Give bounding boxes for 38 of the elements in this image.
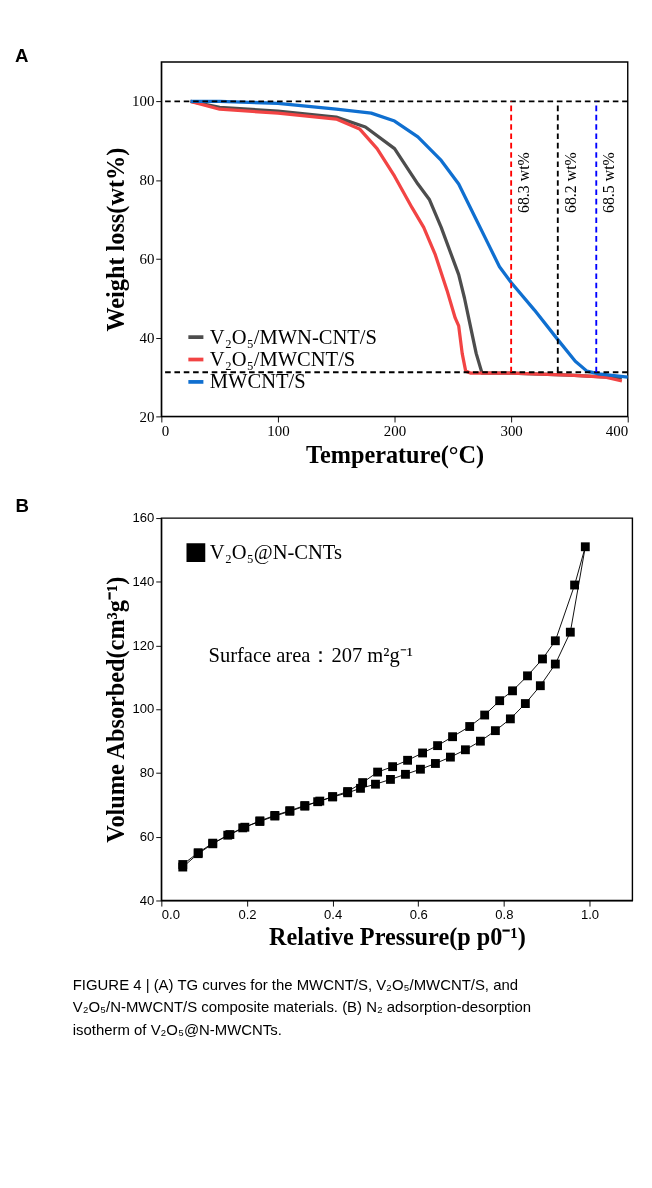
x-tick-label: 0: [161, 423, 170, 440]
legend-label: MWCNT/S: [209, 370, 306, 393]
y-tick-label: 80: [139, 172, 155, 189]
x-tick-label: 0.8: [495, 906, 514, 922]
y-tick-label: 140: [132, 574, 155, 590]
y-axis-title: Volume Absorbed(cm³g⁻¹): [102, 576, 131, 843]
ref-line-label: 68.3 wt%: [514, 152, 532, 213]
x-tick-label: 0.4: [324, 906, 343, 922]
y-tick-label: 60: [139, 251, 155, 268]
x-tick-label: 200: [383, 423, 407, 440]
ref-line-label: 68.2 wt%: [561, 152, 579, 213]
ref-line-label: 68.5 wt%: [599, 152, 617, 213]
y-axis-title: Weight loss(wt%): [101, 147, 130, 332]
legend-label: V₂O₅@N-CNTs: [209, 541, 342, 565]
y-tick-label: 20: [139, 408, 155, 425]
x-tick-label: 0.0: [161, 906, 180, 922]
y-tick-label: 160: [132, 510, 155, 526]
y-tick-label: 60: [139, 828, 155, 844]
x-axis-title: Temperature(°C): [305, 440, 485, 469]
legend-label: V₂O₅/MWCNT/S: [209, 348, 356, 371]
y-tick-label: 100: [132, 93, 155, 110]
x-tick-label: 100: [267, 423, 290, 440]
x-tick-label: 400: [605, 423, 629, 440]
y-tick-label: 40: [139, 892, 155, 908]
x-tick-label: 0.6: [409, 906, 428, 922]
x-tick-label: 300: [500, 423, 523, 440]
y-tick-label: 120: [132, 637, 155, 653]
legend-label: V₂O₅/MWN-CNT/S: [209, 325, 377, 348]
x-tick-label: 1.0: [580, 906, 600, 922]
y-tick-label: 40: [139, 329, 155, 346]
caption: FIGURE 4 | (A) TG curves for the MWCNT/S, V₂O₅/MWCNT/S, and V₂O₅/N-MWCNT/S composite materials. (B) N₂ adsorption-desorption isotherm of V₂O₅@N-MWCNTs.: [72, 976, 532, 1038]
x-tick-label: 0.2: [238, 906, 257, 922]
chart-title: A: [14, 44, 29, 66]
annotation: Surface area：207 m²g⁻¹: [208, 644, 413, 668]
chart-title: B: [15, 494, 29, 516]
y-tick-label: 100: [132, 701, 155, 717]
y-tick-label: 80: [139, 765, 155, 781]
x-axis-title: Relative Pressure(p p0⁻¹): [268, 922, 526, 951]
